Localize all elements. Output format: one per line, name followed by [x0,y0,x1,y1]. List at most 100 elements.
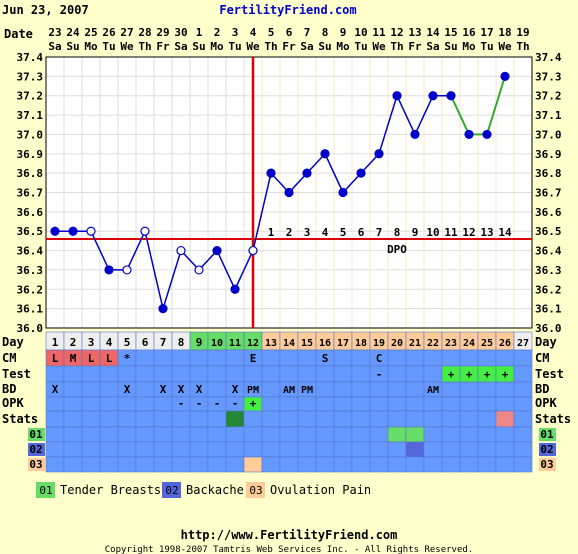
row-label-right: CM [535,351,549,365]
dpo-label: 7 [376,226,383,239]
temp-point [140,226,150,236]
row-cell-opk [261,396,281,412]
row-cell-stats [135,410,155,428]
temp-point [338,187,348,198]
dpo-label: 6 [358,226,365,239]
legend-code: 01 [39,484,52,497]
footer-copyright: Copyright 1998-2007 Tamtris Web Services… [105,545,473,554]
row-cell-s02 [207,441,227,458]
date-tick: 23 [48,26,61,39]
date-row-label: Date [4,27,33,41]
row-cell-s01 [279,426,299,443]
y-tick-right: 36.4 [535,245,562,258]
row-label-right: Stats [535,412,571,426]
row-cell-bd [261,381,281,398]
weekday-tick: Tu [354,40,367,53]
row-value-day: 17 [337,338,349,349]
row-cell-s02 [99,441,119,458]
row-cell-stats [207,410,227,428]
row-cell-stats [225,410,245,428]
row-cell-cm [441,349,461,367]
row-value-cm: M [70,352,77,365]
row-cell-s01 [315,426,335,443]
row-value-bd: X [124,383,131,396]
date-tick: 1 [196,26,203,39]
row-value-test: + [484,368,491,381]
row-cell-opk [477,396,497,412]
row-cell-opk [45,396,65,412]
row-cell-stats [63,410,83,428]
row-cell-s03 [279,456,299,473]
row-cell-test [189,365,209,383]
row-cell-bd [369,381,389,398]
weekday-tick: Tu [480,40,493,53]
row-cell-s03 [315,456,335,473]
dpo-label: 12 [462,226,475,239]
temp-point [446,91,456,101]
row-label-left: CM [2,351,16,365]
row-cell-s01 [99,426,119,443]
date-tick: 12 [390,26,403,39]
row-cell-bd [513,381,533,398]
temp-point [230,284,240,294]
row-label-right: OPK [535,396,557,410]
row-cell-s02 [135,441,155,458]
legend-swatch-01 [36,482,55,498]
temp-point [428,91,438,101]
row-cell-s01 [171,426,191,443]
row-cell-opk [153,396,173,412]
row-cell-stats [189,410,209,428]
row-cell-s02 [81,441,101,458]
row-value-day: 10 [211,338,223,349]
date-tick: 13 [408,26,421,39]
row-cell-s03 [207,456,227,473]
row-cell-s02 [351,441,371,458]
y-tick-right: 36.7 [535,187,562,200]
row-cell-test [333,365,353,383]
y-tick-right: 37.0 [535,128,562,141]
row-label-left: 02 [29,443,42,456]
row-cell-stats [279,410,299,428]
weekday-tick: We [246,40,260,53]
row-value-bd: X [232,383,239,396]
dpo-label: 5 [340,226,347,239]
row-cell-s03 [351,456,371,473]
row-cell-s02 [369,441,389,458]
row-cell-s03 [153,456,173,473]
row-cell-cm [207,349,227,367]
row-cell-stats [333,410,353,428]
y-tick-right: 36.0 [535,322,562,335]
y-tick-left: 36.7 [17,187,44,200]
row-cell-cm [153,349,173,367]
row-label-right: Day [535,335,557,349]
temp-point [374,149,384,159]
row-cell-s02 [279,441,299,458]
row-cell-cm [297,349,317,367]
row-cell-opk [333,396,353,412]
weekday-tick: We [372,40,386,53]
row-value-day: 27 [517,338,529,349]
row-value-bd: X [178,383,185,396]
row-value-bd: PM [247,385,259,396]
row-cell-s03 [261,456,281,473]
row-label-right: 03 [540,458,553,471]
temp-point [212,245,222,256]
row-value-day: 20 [391,338,403,349]
row-cell-opk [387,396,407,412]
weekday-tick: Fr [282,40,296,53]
row-label-swatch [28,443,45,456]
date-tick: 9 [340,26,347,39]
row-cell-s01 [513,426,533,443]
weekday-tick: Mo [462,40,476,53]
row-value-test: - [376,368,383,381]
row-label-left: Stats [2,412,38,426]
row-value-day: 6 [142,336,149,349]
footer-url: http://www.FertilityFriend.com [181,528,398,542]
row-cell-cm [333,349,353,367]
row-value-day: 1 [52,336,59,349]
row-cell-stats [297,410,317,428]
row-cell-stats [495,410,515,428]
row-value-day: 9 [196,336,203,349]
row-value-bd: AM [283,385,295,396]
date-tick: 4 [250,26,257,39]
